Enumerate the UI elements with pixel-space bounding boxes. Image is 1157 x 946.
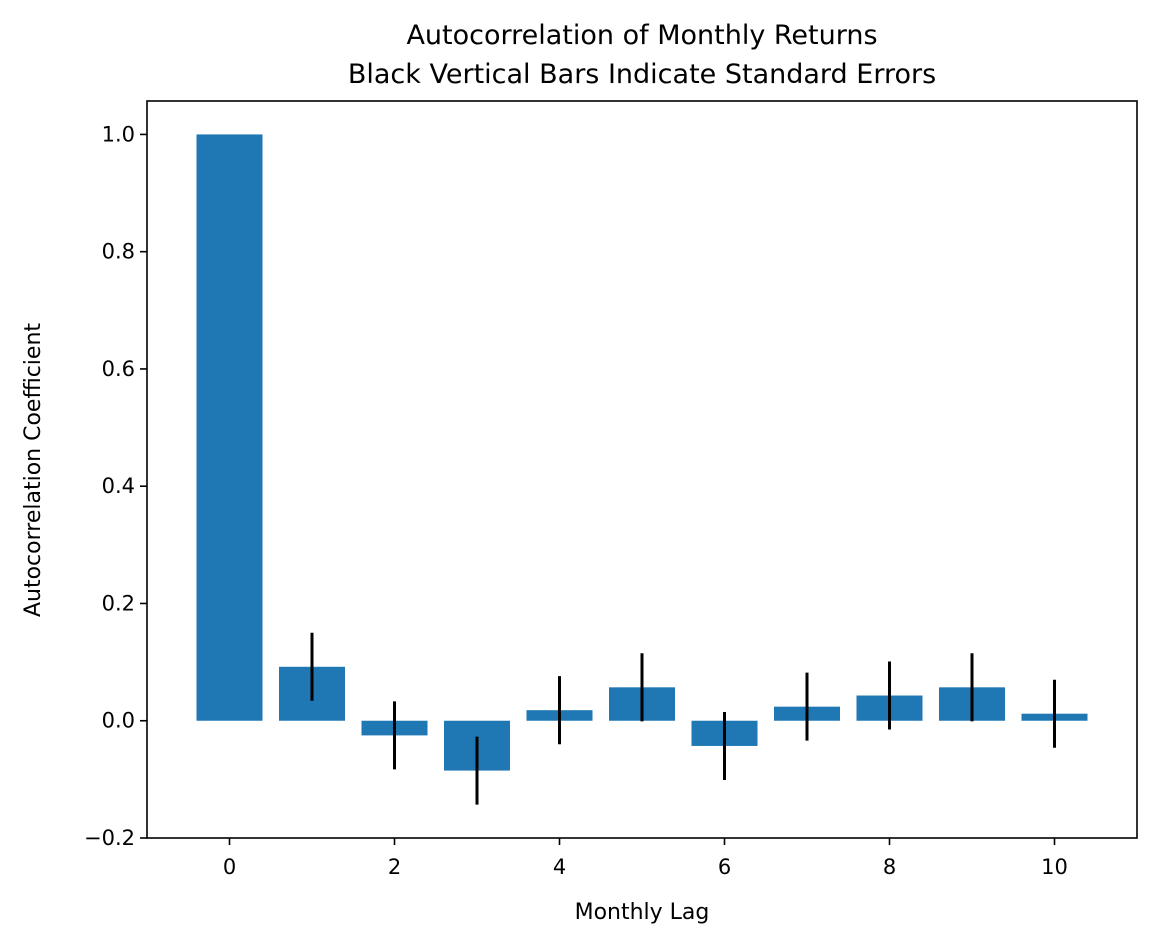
x-tick-label: 4	[553, 855, 566, 879]
bar-lag-0	[196, 134, 263, 721]
x-axis: 0 2 4 6 8 10	[223, 838, 1068, 879]
y-tick-label: −0.2	[84, 826, 135, 850]
x-tick-label: 6	[718, 855, 731, 879]
x-tick-label: 0	[223, 855, 236, 879]
y-axis-label: Autocorrelation Coefficient	[21, 323, 46, 617]
y-tick-label: 0.8	[102, 240, 135, 264]
x-axis-label: Monthly Lag	[575, 900, 710, 925]
y-tick-label: 0.4	[102, 474, 135, 498]
chart-title: Autocorrelation of Monthly Returns	[406, 20, 877, 51]
y-tick-label: 1.0	[102, 122, 135, 146]
error-bars-group	[310, 632, 1056, 805]
x-tick-label: 10	[1041, 855, 1068, 879]
y-tick-label: 0.2	[102, 591, 135, 615]
y-tick-label: 0.6	[102, 357, 135, 381]
y-tick-label: 0.0	[102, 709, 135, 733]
x-tick-label: 2	[388, 855, 401, 879]
plot-frame	[146, 100, 1138, 839]
y-axis: −0.2 0.0 0.2 0.4 0.6 0.8 1.0	[84, 122, 147, 850]
chart-subtitle: Black Vertical Bars Indicate Standard Er…	[348, 59, 936, 90]
x-tick-label: 8	[883, 855, 896, 879]
